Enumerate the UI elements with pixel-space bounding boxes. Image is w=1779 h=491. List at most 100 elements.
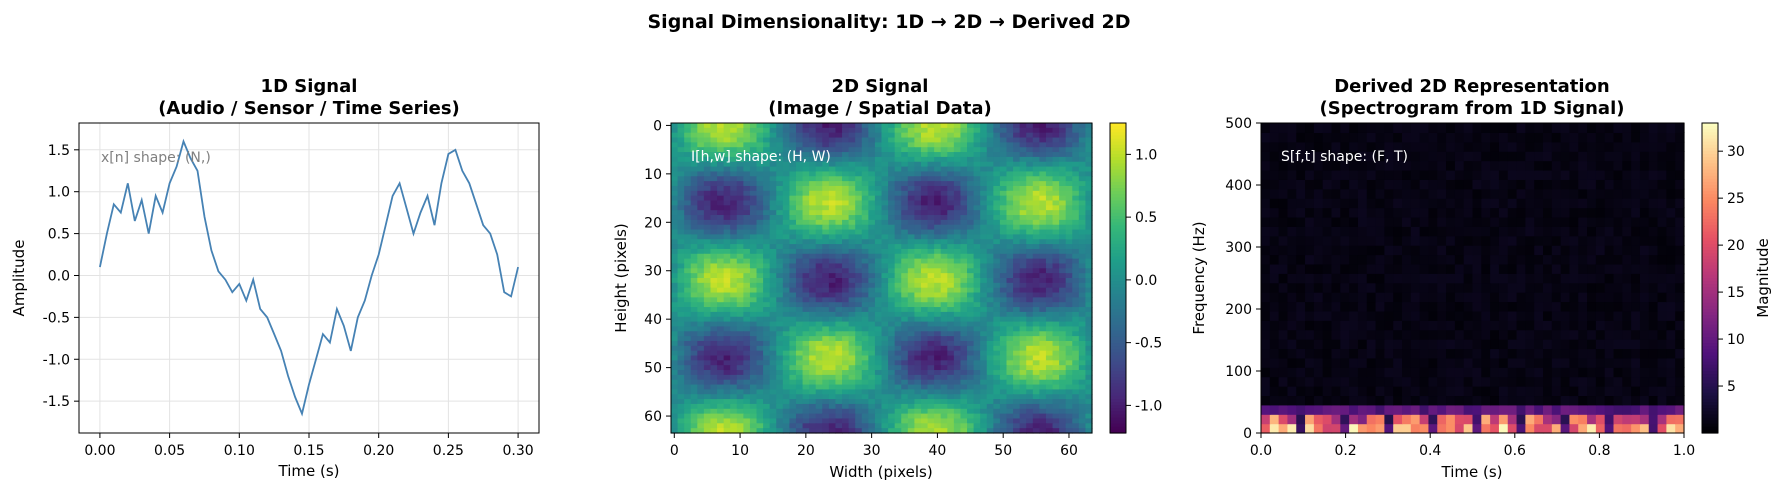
panel-2d-pixel [782, 137, 791, 143]
panel-2d-pixel [1039, 316, 1047, 323]
panel-3-spectrogram-cell [1287, 310, 1297, 321]
panel-2d-pixel [1085, 374, 1093, 381]
panel-2d-pixel [927, 229, 935, 235]
panel-2d-pixel [855, 127, 863, 134]
panel-3-spectrogram-cell [1313, 395, 1324, 406]
panel-2d-pixel [835, 408, 843, 415]
panel-2d-pixel [947, 345, 955, 352]
panel-2d-pixel [914, 190, 922, 197]
panel-2d-pixel [1065, 156, 1073, 163]
panel-2d-pixel [907, 418, 915, 424]
panel-2d-pixel [901, 297, 909, 303]
panel-1d-title-line2: (Audio / Sensor / Time Series) [158, 98, 460, 119]
panel-2d-pixel [684, 374, 692, 381]
panel-2d-pixel [855, 215, 863, 221]
panel-2d-pixel [881, 292, 889, 298]
panel-2d-pixel [789, 428, 797, 434]
panel-2d-pixel [1085, 123, 1093, 129]
panel-2d-pixel [1078, 273, 1087, 279]
panel-2d-pixel [684, 340, 692, 347]
panel-2d-pixel [815, 292, 823, 298]
panel-2d-pixel [1072, 403, 1080, 410]
panel-2d-pixel [789, 268, 797, 274]
panel-2d-pixel [927, 147, 935, 153]
panel-2d-pixel [736, 316, 744, 323]
panel-2d-pixel [776, 190, 784, 197]
panel-2d-pixel [730, 258, 738, 265]
panel-3-spectrogram-cell [1472, 329, 1482, 340]
panel-2d-pixel [993, 278, 1001, 284]
panel-2d-pixel [1052, 403, 1060, 410]
panel-2d-pixel [723, 171, 731, 177]
panel-2d-pixel [894, 345, 902, 352]
panel-2d-pixel [1065, 413, 1073, 420]
panel-2d-pixel [730, 326, 738, 332]
panel-3-spectrogram-cell [1357, 292, 1368, 303]
panel-2d-pixel [1019, 345, 1027, 352]
panel-2d-pixel [1006, 282, 1014, 289]
panel-3-spectrogram-cell [1622, 329, 1632, 340]
panel-2d-pixel [1072, 374, 1080, 381]
panel-2d-pixel [888, 355, 896, 361]
panel-2d-pixel [1059, 389, 1067, 395]
panel-2d-pixel [730, 127, 738, 134]
panel-2d-pixel [763, 278, 771, 284]
panel-2d-pixel [789, 185, 797, 192]
panel-1d-y-tick-label: 1.5 [48, 143, 70, 159]
panel-2d-pixel [874, 123, 883, 129]
panel-2d-pixel [1006, 428, 1014, 434]
panel-2d-pixel [802, 156, 810, 163]
panel-2d-pixel [874, 408, 883, 415]
panel-2d-pixel [934, 132, 942, 139]
panel-2d-pixel [690, 210, 698, 216]
panel-2d-pixel [1019, 229, 1027, 235]
panel-2d-pixel [1013, 171, 1021, 177]
panel-2d-pixel [907, 379, 915, 386]
panel-2d-pixel [1065, 185, 1073, 192]
panel-2d-pixel [1078, 365, 1087, 371]
panel-2d-pixel [934, 297, 942, 303]
panel-2d-pixel [789, 181, 797, 187]
panel-2d-pixel [677, 403, 685, 410]
panel-2d-pixel [776, 195, 784, 202]
panel-2d-pixel [901, 399, 909, 405]
panel-2d-pixel [671, 268, 679, 274]
panel-2d-pixel [835, 200, 843, 206]
panel-2d-pixel [940, 374, 948, 381]
panel-2d-pixel [861, 292, 869, 298]
panel-3-spectrogram-cell [1357, 339, 1368, 350]
panel-2d-pixel [901, 185, 909, 192]
panel-2d-pixel [967, 399, 975, 405]
panel-2d-pixel [697, 263, 705, 269]
panel-2d-pixel [920, 340, 929, 347]
panel-2d-pixel [815, 311, 823, 318]
panel-2d-pixel [1019, 166, 1027, 173]
panel-2d-pixel [999, 287, 1008, 294]
panel-2d-pixel [842, 331, 850, 337]
panel-2d-pixel [901, 287, 909, 294]
panel-2d-pixel [848, 418, 856, 424]
panel-2d-pixel [1026, 370, 1034, 376]
panel-2d-pixel [671, 224, 679, 231]
panel-2d-pixel [855, 408, 863, 415]
panel-2d-pixel [815, 282, 823, 289]
panel-2d-pixel [894, 389, 902, 395]
panel-2d-pixel [815, 205, 823, 211]
panel-2d-pixel [671, 408, 679, 415]
panel-2d-pixel [1026, 321, 1034, 328]
panel-2d-pixel [743, 234, 751, 240]
panel-2d-pixel [888, 418, 896, 424]
panel-2d-pixel [1019, 423, 1027, 429]
panel-2d-pixel [999, 185, 1008, 192]
panel-2d-pixel [973, 234, 981, 240]
panel-2d-pixel [730, 355, 738, 361]
panel-3-spectrogram-cell [1507, 310, 1518, 321]
panel-2d-pixel [1052, 311, 1060, 318]
panel-2d-pixel [986, 127, 994, 134]
panel-2d-pixel [736, 374, 744, 381]
panel-2d-pixel [993, 413, 1001, 420]
panel-2d-pixel [1045, 302, 1054, 308]
panel-2d-pixel [940, 331, 948, 337]
panel-2d-pixel [973, 360, 981, 366]
panel-2d-pixel [749, 307, 758, 313]
